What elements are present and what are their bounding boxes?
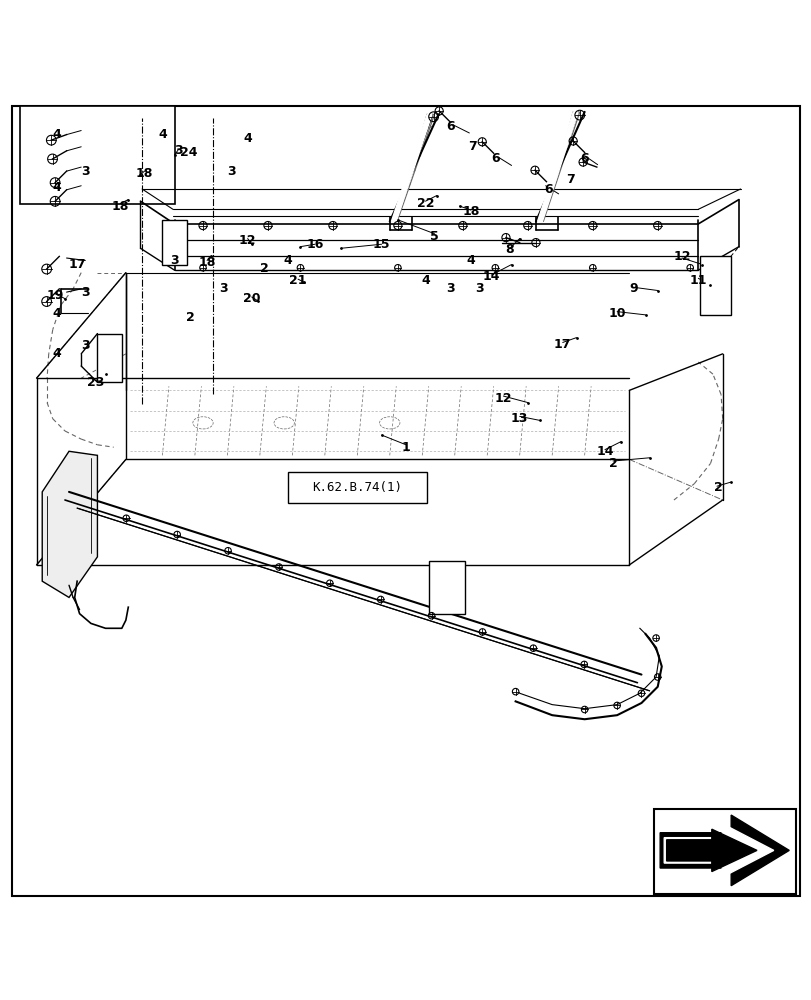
Text: 21: 21: [289, 274, 307, 287]
Text: 11: 11: [689, 274, 706, 287]
Text: 24: 24: [179, 146, 197, 159]
Polygon shape: [537, 112, 577, 221]
Text: 3: 3: [81, 165, 89, 178]
Text: 17: 17: [553, 338, 571, 351]
Text: 22: 22: [416, 197, 434, 210]
Text: 3: 3: [170, 254, 178, 267]
Text: 2: 2: [187, 311, 195, 324]
Text: 2: 2: [260, 262, 268, 275]
FancyBboxPatch shape: [287, 472, 426, 503]
Text: 14: 14: [482, 270, 500, 283]
Text: 4: 4: [466, 254, 474, 267]
Text: 1: 1: [401, 441, 410, 454]
Text: 2: 2: [608, 457, 616, 470]
Text: 3: 3: [446, 282, 454, 295]
Text: 3: 3: [219, 282, 227, 295]
Text: 17: 17: [68, 258, 86, 271]
Text: 4: 4: [422, 274, 430, 287]
Text: 2: 2: [714, 481, 722, 494]
Text: 3: 3: [81, 339, 89, 352]
Bar: [97, 334, 122, 382]
Polygon shape: [42, 451, 97, 597]
Text: 18: 18: [461, 205, 479, 218]
Text: 3: 3: [174, 144, 182, 157]
Text: 4: 4: [243, 132, 251, 145]
Text: 6: 6: [543, 183, 551, 196]
Bar: [162, 220, 187, 265]
Bar: [428, 561, 465, 614]
Text: 20: 20: [242, 292, 260, 305]
Polygon shape: [666, 829, 756, 872]
Text: 18: 18: [198, 256, 216, 269]
Text: 6: 6: [580, 152, 588, 165]
Text: 4: 4: [53, 128, 61, 141]
Text: 16: 16: [306, 238, 324, 251]
Text: 15: 15: [372, 238, 390, 251]
Text: 14: 14: [595, 445, 613, 458]
Bar: [699, 256, 730, 315]
Text: 5: 5: [430, 230, 438, 243]
Text: 9: 9: [629, 282, 637, 295]
Text: 4: 4: [53, 347, 61, 360]
Polygon shape: [659, 815, 788, 886]
Text: 4: 4: [158, 128, 166, 141]
Text: 18: 18: [135, 167, 153, 180]
Text: 18: 18: [111, 200, 129, 213]
Text: 4: 4: [284, 254, 292, 267]
Text: 8: 8: [505, 243, 513, 256]
Polygon shape: [663, 824, 773, 877]
Text: 10: 10: [607, 307, 625, 320]
Text: 12: 12: [238, 234, 256, 247]
Text: 12: 12: [672, 250, 690, 263]
Text: 3: 3: [81, 286, 89, 299]
Text: 7: 7: [566, 173, 574, 186]
Bar: [653, 809, 795, 894]
Text: 19: 19: [46, 289, 64, 302]
Text: 3: 3: [474, 282, 483, 295]
Text: K.62.B.74(1): K.62.B.74(1): [312, 481, 401, 494]
Text: 4: 4: [53, 181, 61, 194]
Text: 23: 23: [87, 376, 105, 389]
Text: 4: 4: [53, 307, 61, 320]
Text: 3: 3: [227, 165, 235, 178]
Text: 12: 12: [494, 392, 512, 405]
Text: 13: 13: [510, 412, 528, 425]
Bar: [20, 106, 174, 204]
Text: 7: 7: [468, 140, 476, 153]
Polygon shape: [391, 114, 431, 221]
Text: 6: 6: [446, 120, 454, 133]
Text: 6: 6: [491, 152, 499, 165]
